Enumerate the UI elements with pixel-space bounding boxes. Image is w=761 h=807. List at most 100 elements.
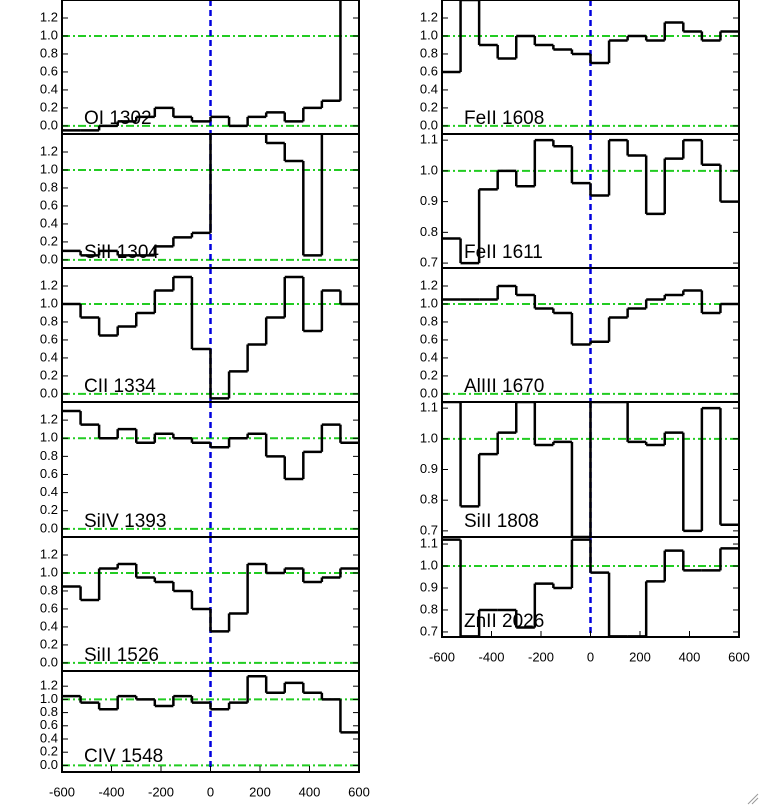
x-tick-label: 400	[679, 649, 701, 664]
x-tick-label: 0	[207, 784, 214, 799]
y-tick-label: 0.4	[420, 81, 438, 96]
y-tick-label: 0.0	[40, 117, 58, 132]
y-tick-label: 0.2	[420, 99, 438, 114]
y-tick-label: 1.2	[40, 546, 58, 561]
plot-area	[442, 134, 739, 268]
y-tick-label: 0.0	[40, 654, 58, 669]
y-tick-label: 0.8	[420, 45, 438, 60]
plot-area	[442, 402, 739, 537]
y-tick-label: 0.8	[420, 492, 438, 507]
x-tick-label: 600	[348, 784, 370, 799]
panel: 0.0 0.2 0.4 0.6 0.8 1.0 1.2 SiIV 1393	[40, 401, 360, 538]
plot-area	[62, 402, 359, 537]
y-tick-label: 0.0	[420, 385, 438, 400]
y-tick-label: 0.9	[420, 579, 438, 594]
y-tick-label: 0.9	[420, 461, 438, 476]
panel: 0.0 0.2 0.4 0.6 0.8 1.0 1.2 SiII 1526	[40, 536, 360, 672]
y-tick-label: 0.2	[40, 744, 58, 759]
y-tick-label: 1.2	[40, 277, 58, 292]
y-tick-label: 0.8	[40, 179, 58, 194]
x-tick-label: 400	[299, 784, 321, 799]
panel: 0.7 0.8 0.9 1.0 1.1 FeII 1611	[420, 132, 740, 270]
y-tick-label: 0.2	[420, 367, 438, 382]
panel: 0.0 0.2 0.4 0.6 0.8 1.0 1.2 FeII 1608	[420, 0, 740, 135]
y-tick-label: 1.2	[40, 143, 58, 158]
y-tick-label: 1.2	[420, 9, 438, 24]
y-tick-label: 0.8	[40, 704, 58, 719]
y-tick-label: 0.2	[40, 99, 58, 114]
y-tick-label: 0.4	[420, 349, 438, 364]
x-tick-label: -600	[49, 784, 75, 799]
y-tick-label: 1.0	[40, 295, 58, 310]
y-tick-label: 0.2	[40, 502, 58, 517]
panel-label: CII 1334	[84, 376, 156, 397]
x-tick-label: -200	[528, 649, 554, 664]
y-tick-label: 0.2	[40, 367, 58, 382]
y-tick-label: 0.4	[40, 618, 58, 633]
y-tick-label: 1.0	[420, 430, 438, 445]
panel-label: SiII 1808	[464, 511, 539, 532]
y-tick-label: 0.6	[40, 197, 58, 212]
y-tick-label: 1.2	[40, 412, 58, 427]
y-tick-label: 0.6	[40, 63, 58, 78]
y-tick-label: 0.8	[40, 582, 58, 597]
panel: 0.0 0.2 0.4 0.6 0.8 1.0 1.2 AlIII 1670	[420, 267, 740, 403]
y-tick-label: 1.0	[40, 161, 58, 176]
x-tick-label: 600	[728, 649, 750, 664]
y-tick-label: 0.4	[40, 349, 58, 364]
panel: 0.0 0.2 0.4 0.6 0.8 1.0 1.2 CII 1334	[40, 267, 360, 403]
panel-label: AlIII 1670	[464, 376, 544, 397]
panel: 0.0 0.2 0.4 0.6 0.8 1.0 1.2 OI 1302	[40, 0, 360, 135]
y-tick-label: 0.8	[420, 224, 438, 239]
y-tick-label: 0.6	[40, 600, 58, 615]
y-tick-label: 0.8	[40, 313, 58, 328]
y-tick-label: 0.6	[40, 466, 58, 481]
y-tick-label: 0.0	[420, 117, 438, 132]
panel-label: FeII 1608	[464, 108, 544, 129]
y-tick-label: 1.1	[420, 400, 438, 415]
y-tick-label: 1.2	[40, 678, 58, 693]
y-tick-label: 0.2	[40, 636, 58, 651]
x-tick-label: 200	[249, 784, 271, 799]
y-tick-label: 1.0	[40, 430, 58, 445]
y-tick-label: 0.8	[420, 313, 438, 328]
plot-area	[62, 0, 359, 134]
y-tick-label: 0.7	[420, 623, 438, 638]
y-tick-label: 0.6	[40, 331, 58, 346]
y-tick-label: 0.4	[40, 730, 58, 745]
plot-area	[62, 671, 359, 772]
x-tick-label: 200	[629, 649, 651, 664]
y-tick-label: 0.0	[40, 757, 58, 772]
y-tick-label: 0.4	[40, 215, 58, 230]
panel: 0.7 0.8 0.9 1.0 1.1 -600 -400 -200 0 200 400 600 ZnI…	[420, 535, 750, 664]
panel-frame	[61, 670, 360, 773]
y-tick-label: 1.1	[420, 535, 438, 550]
y-tick-label: 0.6	[420, 63, 438, 78]
y-tick-label: 1.0	[40, 691, 58, 706]
y-tick-label: 1.0	[40, 564, 58, 579]
y-tick-label: 0.0	[40, 385, 58, 400]
panel-frame	[441, 536, 740, 638]
y-tick-label: 0.6	[40, 717, 58, 732]
panel-label: FeII 1611	[464, 242, 543, 263]
panel-label: OI 1302	[84, 108, 152, 129]
y-tick-label: 1.2	[420, 277, 438, 292]
y-tick-label: 0.7	[420, 522, 438, 537]
y-tick-label: 0.0	[40, 251, 58, 266]
x-tick-label: -400	[98, 784, 124, 799]
plot-area	[62, 537, 359, 671]
y-tick-label: 1.0	[420, 295, 438, 310]
panel: 0.7 0.8 0.9 1.0 1.1 SiII 1808	[420, 400, 740, 538]
y-tick-label: 1.0	[420, 557, 438, 572]
panel-label: SiII 1526	[84, 645, 159, 666]
resize-grip	[747, 793, 759, 805]
panel: 0.0 0.2 0.4 0.6 0.8 1.0 1.2 SiII 1304	[40, 133, 360, 269]
y-tick-label: 0.0	[40, 520, 58, 535]
x-tick-label: -400	[478, 649, 504, 664]
y-tick-label: 0.9	[420, 193, 438, 208]
panel: 0.00.20.40.60.81.01.2 -600 -400 -200 0 200 400…	[40, 670, 370, 799]
panel-label: SiIV 1393	[84, 511, 166, 532]
plot-area	[62, 268, 359, 402]
y-tick-label: 0.7	[420, 255, 438, 270]
